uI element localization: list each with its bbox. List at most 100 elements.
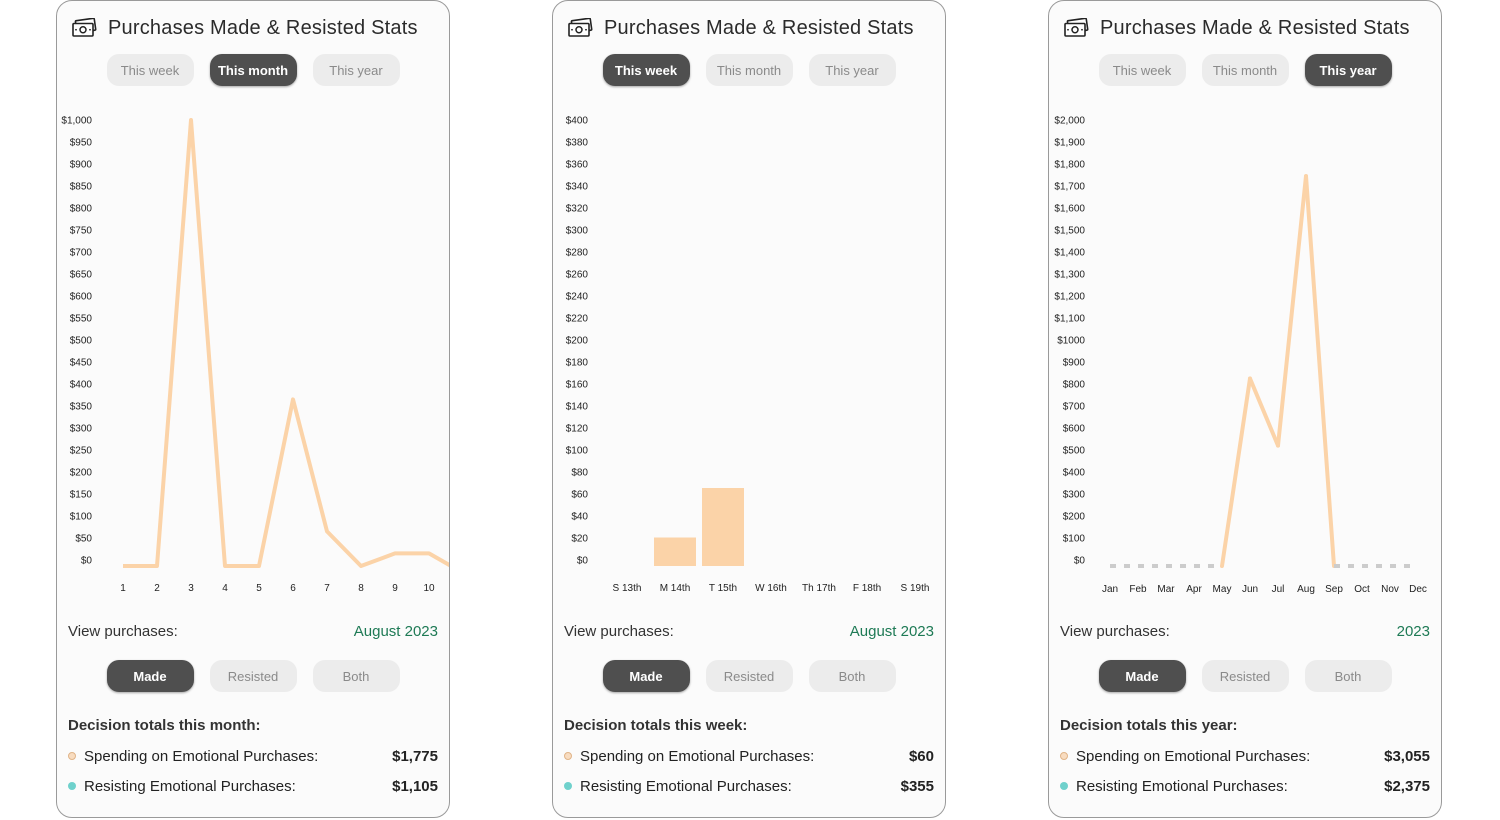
- card-title: Purchases Made & Resisted Stats: [604, 16, 914, 39]
- decision-totals-title: Decision totals this week:: [564, 717, 748, 734]
- y-tick-label: $180: [566, 358, 589, 369]
- y-tick-label: $150: [70, 490, 93, 501]
- x-tick-label: W 16th: [755, 583, 787, 594]
- tab-this-month[interactable]: This month: [1201, 54, 1289, 86]
- decision-totals-title: Decision totals this year:: [1060, 717, 1238, 734]
- tab-both[interactable]: Both: [808, 660, 896, 692]
- view-purchases-period[interactable]: 2023: [1396, 623, 1430, 640]
- resisted-legend-dot: [1060, 782, 1068, 790]
- x-tick-label: Jun: [1242, 584, 1258, 595]
- y-tick-label: $350: [70, 402, 93, 413]
- y-tick-label: $280: [566, 248, 589, 259]
- tab-this-year[interactable]: This year: [1304, 54, 1392, 86]
- tab-both[interactable]: Both: [312, 660, 400, 692]
- view-purchases-label: View purchases:: [1060, 623, 1170, 640]
- y-tick-label: $800: [70, 204, 93, 215]
- tab-made[interactable]: Made: [1098, 660, 1186, 692]
- emotional-spending-stat: Spending on Emotional Purchases: $1,775: [68, 746, 438, 766]
- view-purchases-period[interactable]: August 2023: [849, 623, 934, 640]
- y-tick-label: $1,600: [1054, 204, 1085, 215]
- x-tick-label: S 19th: [901, 583, 930, 594]
- y-tick-label: $380: [566, 138, 589, 149]
- x-tick-label: 8: [358, 583, 364, 594]
- made-series-segment: [1220, 376, 1252, 568]
- resisted-legend-dot: [564, 782, 572, 790]
- x-tick-label: 2: [154, 583, 160, 594]
- made-series-segment: [1248, 376, 1280, 448]
- x-tick-label: M 14th: [660, 583, 691, 594]
- stats-card-month: Purchases Made & Resisted Stats This wee…: [56, 0, 450, 818]
- emotional-resisting-value: $2,375: [1384, 777, 1430, 795]
- x-tick-label: Feb: [1129, 584, 1147, 595]
- emotional-spending-stat: Spending on Emotional Purchases: $60: [564, 746, 934, 766]
- x-tick-label: Aug: [1297, 584, 1315, 595]
- tab-this-week[interactable]: This week: [1098, 54, 1186, 86]
- y-tick-label: $600: [70, 292, 93, 303]
- y-tick-label: $400: [1063, 468, 1086, 479]
- tab-this-year[interactable]: This year: [808, 54, 896, 86]
- y-tick-label: $100: [566, 446, 589, 457]
- emotional-spending-label: Spending on Emotional Purchases:: [580, 747, 815, 765]
- x-tick-label: May: [1213, 584, 1232, 595]
- y-tick-label: $320: [566, 204, 589, 215]
- y-tick-label: $450: [70, 358, 93, 369]
- decision-totals-title: Decision totals this month:: [68, 717, 261, 734]
- tab-resisted[interactable]: Resisted: [1201, 660, 1289, 692]
- y-tick-label: $0: [577, 556, 589, 567]
- tab-resisted[interactable]: Resisted: [209, 660, 297, 692]
- y-tick-label: $750: [70, 226, 93, 237]
- tab-resisted[interactable]: Resisted: [705, 660, 793, 692]
- period-tabs: This week This month This year: [57, 54, 449, 86]
- made-series-segment: [1276, 174, 1308, 448]
- y-tick-label: $700: [1063, 402, 1086, 413]
- emotional-resisting-stat: Resisting Emotional Purchases: $1,105: [68, 776, 438, 796]
- made-legend-dot: [68, 752, 76, 760]
- x-tick-label: Sep: [1325, 584, 1343, 595]
- y-tick-label: $200: [1063, 512, 1086, 523]
- purchases-chart: $2,000 $1,900 $1,800 $1,700 $1,600 $1,500 $1,4…: [1054, 116, 1426, 596]
- tab-this-month[interactable]: This month: [705, 54, 793, 86]
- x-tick-label: 9: [392, 583, 398, 594]
- y-tick-label: $400: [566, 116, 589, 127]
- y-tick-label: $1,200: [1054, 292, 1085, 303]
- period-tabs: This week This month This year: [553, 54, 945, 86]
- y-tick-label: $1,300: [1054, 270, 1085, 281]
- y-tick-label: $100: [1063, 534, 1086, 545]
- emotional-resisting-stat: Resisting Emotional Purchases: $355: [564, 776, 934, 796]
- y-tick-label: $80: [571, 468, 588, 479]
- view-purchases-period[interactable]: August 2023: [353, 623, 438, 640]
- y-tick-label: $300: [1063, 490, 1086, 501]
- tab-made[interactable]: Made: [106, 660, 194, 692]
- tab-this-year[interactable]: This year: [312, 54, 400, 86]
- y-tick-label: $600: [1063, 424, 1086, 435]
- y-tick-label: $240: [566, 292, 589, 303]
- made-legend-dot: [1060, 752, 1068, 760]
- tab-this-month[interactable]: This month: [209, 54, 297, 86]
- y-tick-label: $800: [1063, 380, 1086, 391]
- y-tick-label: $1,000: [61, 116, 92, 127]
- emotional-spending-label: Spending on Emotional Purchases:: [1076, 747, 1311, 765]
- y-tick-label: $0: [81, 556, 93, 567]
- money-bills-icon: [567, 17, 593, 38]
- tab-made[interactable]: Made: [602, 660, 690, 692]
- resisted-legend-dot: [68, 782, 76, 790]
- tab-this-week[interactable]: This week: [106, 54, 194, 86]
- y-tick-label: $2,000: [1054, 116, 1085, 127]
- x-tick-label: 10: [423, 583, 435, 594]
- made-legend-dot: [564, 752, 572, 760]
- y-tick-label: $340: [566, 182, 589, 193]
- y-tick-label: $0: [1074, 556, 1086, 567]
- tab-this-week[interactable]: This week: [602, 54, 690, 86]
- y-tick-label: $900: [1063, 358, 1086, 369]
- stats-card-week: Purchases Made & Resisted Stats This wee…: [552, 0, 946, 818]
- tab-both[interactable]: Both: [1304, 660, 1392, 692]
- x-tick-label: 6: [290, 583, 296, 594]
- y-tick-label: $300: [70, 424, 93, 435]
- made-bar: [654, 537, 696, 566]
- card-title: Purchases Made & Resisted Stats: [1100, 16, 1410, 39]
- emotional-spending-value: $1,775: [392, 747, 438, 765]
- view-purchases-label: View purchases:: [564, 623, 674, 640]
- emotional-spending-value: $3,055: [1384, 747, 1430, 765]
- emotional-resisting-value: $355: [900, 777, 934, 795]
- card-title: Purchases Made & Resisted Stats: [108, 16, 418, 39]
